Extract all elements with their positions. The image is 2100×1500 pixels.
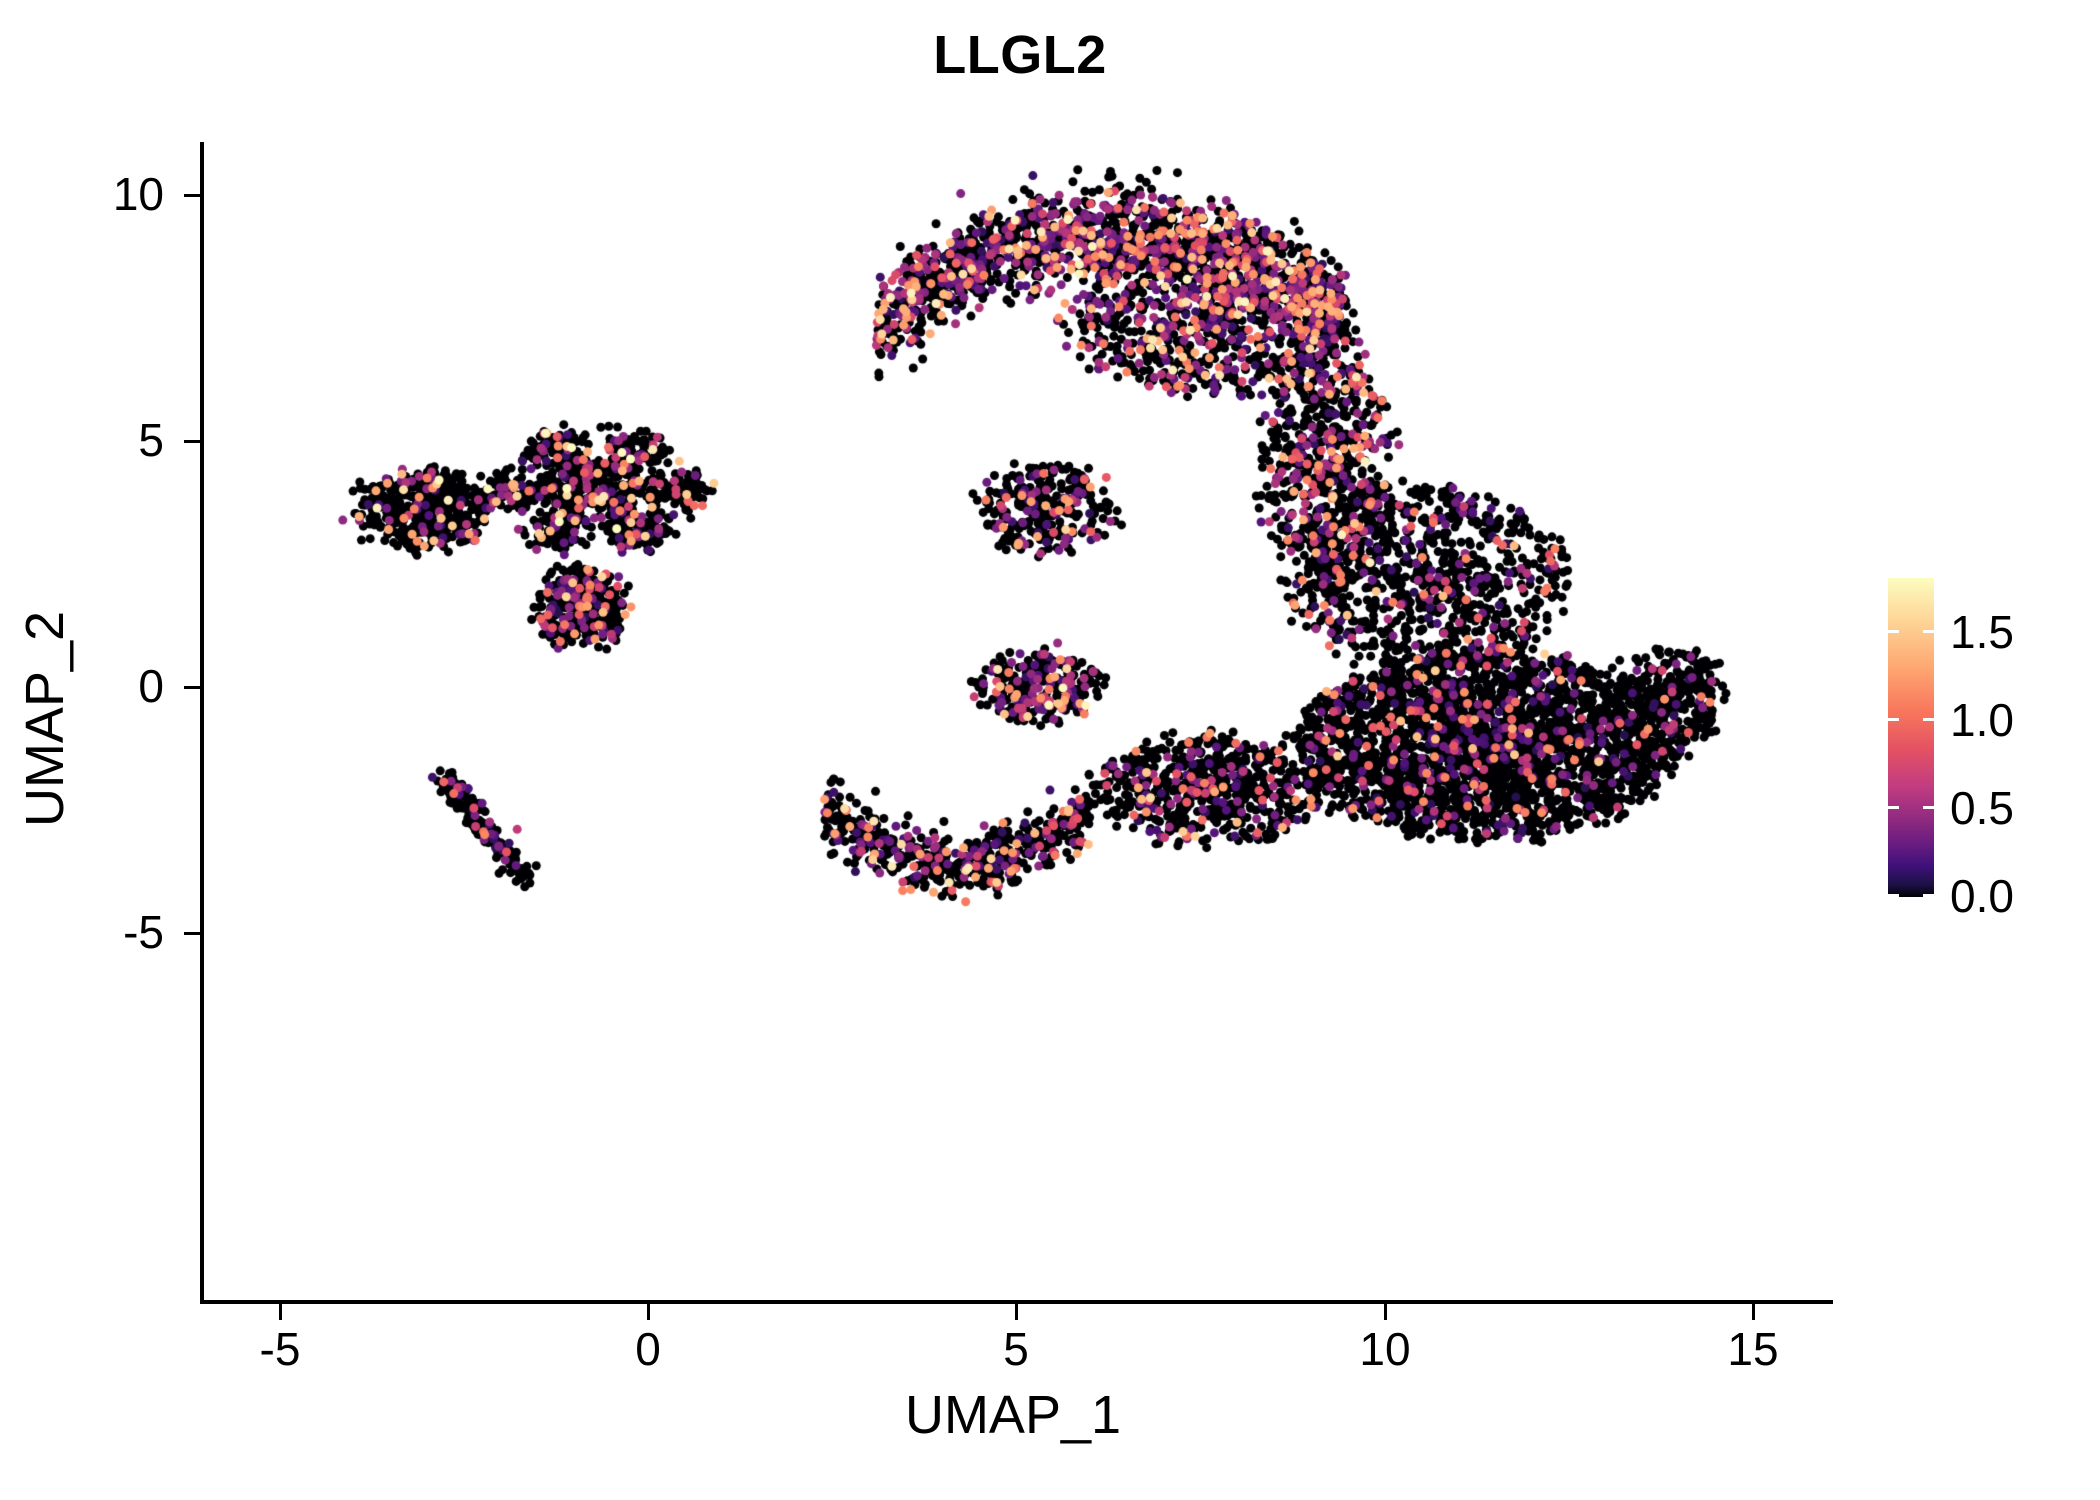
y-tick-0 [184, 686, 200, 689]
y-tick-5 [184, 440, 200, 443]
y-tick-10 [184, 194, 200, 197]
colorbar-gradient [1888, 578, 1934, 897]
x-tick-5 [1015, 1304, 1018, 1320]
colorbar-tick-1-5-left [1888, 630, 1899, 633]
scatter-plot-panel [203, 142, 1833, 1302]
y-tick-minus5 [184, 932, 200, 935]
x-tick-label-5: 5 [1003, 1323, 1029, 1375]
x-axis-line [200, 1300, 1833, 1304]
y-tick-label-10: 10 [112, 168, 164, 220]
x-axis-title: UMAP_1 [904, 1385, 1122, 1445]
colorbar-label-1-0: 1.0 [1950, 694, 2014, 746]
x-tick-minus5 [279, 1304, 282, 1320]
colorbar-tick-1-0-left [1888, 718, 1899, 721]
x-tick-15 [1752, 1304, 1755, 1320]
x-tick-label-minus5: -5 [259, 1323, 301, 1375]
y-axis-title: UMAP_2 [15, 610, 75, 828]
y-tick-label-minus5: -5 [123, 906, 164, 958]
x-tick-label-10: 10 [1359, 1323, 1411, 1375]
colorbar-label-1-5: 1.5 [1950, 606, 2014, 658]
colorbar-tick-0-5-right [1923, 806, 1934, 809]
colorbar-tick-1-5-right [1923, 630, 1934, 633]
colorbar-label-0-5: 0.5 [1950, 782, 2014, 834]
y-tick-label-0: 0 [138, 660, 164, 712]
colorbar-tick-1-0-right [1923, 718, 1934, 721]
colorbar-label-0-0: 0.0 [1950, 870, 2014, 922]
colorbar-tick-0-0-right [1923, 894, 1934, 897]
scatter-points-layer [203, 142, 1833, 1302]
page-title: LLGL2 [933, 25, 1107, 85]
x-tick-10 [1384, 1304, 1387, 1320]
x-tick-0 [647, 1304, 650, 1320]
y-axis-line [200, 142, 204, 1304]
x-tick-label-15: 15 [1727, 1323, 1779, 1375]
colorbar-tick-0-0-left [1888, 894, 1899, 897]
y-tick-label-5: 5 [138, 414, 164, 466]
x-tick-label-0: 0 [635, 1323, 661, 1375]
colorbar-legend: 1.5 1.0 0.5 0.0 [1888, 578, 2088, 919]
colorbar-tick-0-5-left [1888, 806, 1899, 809]
